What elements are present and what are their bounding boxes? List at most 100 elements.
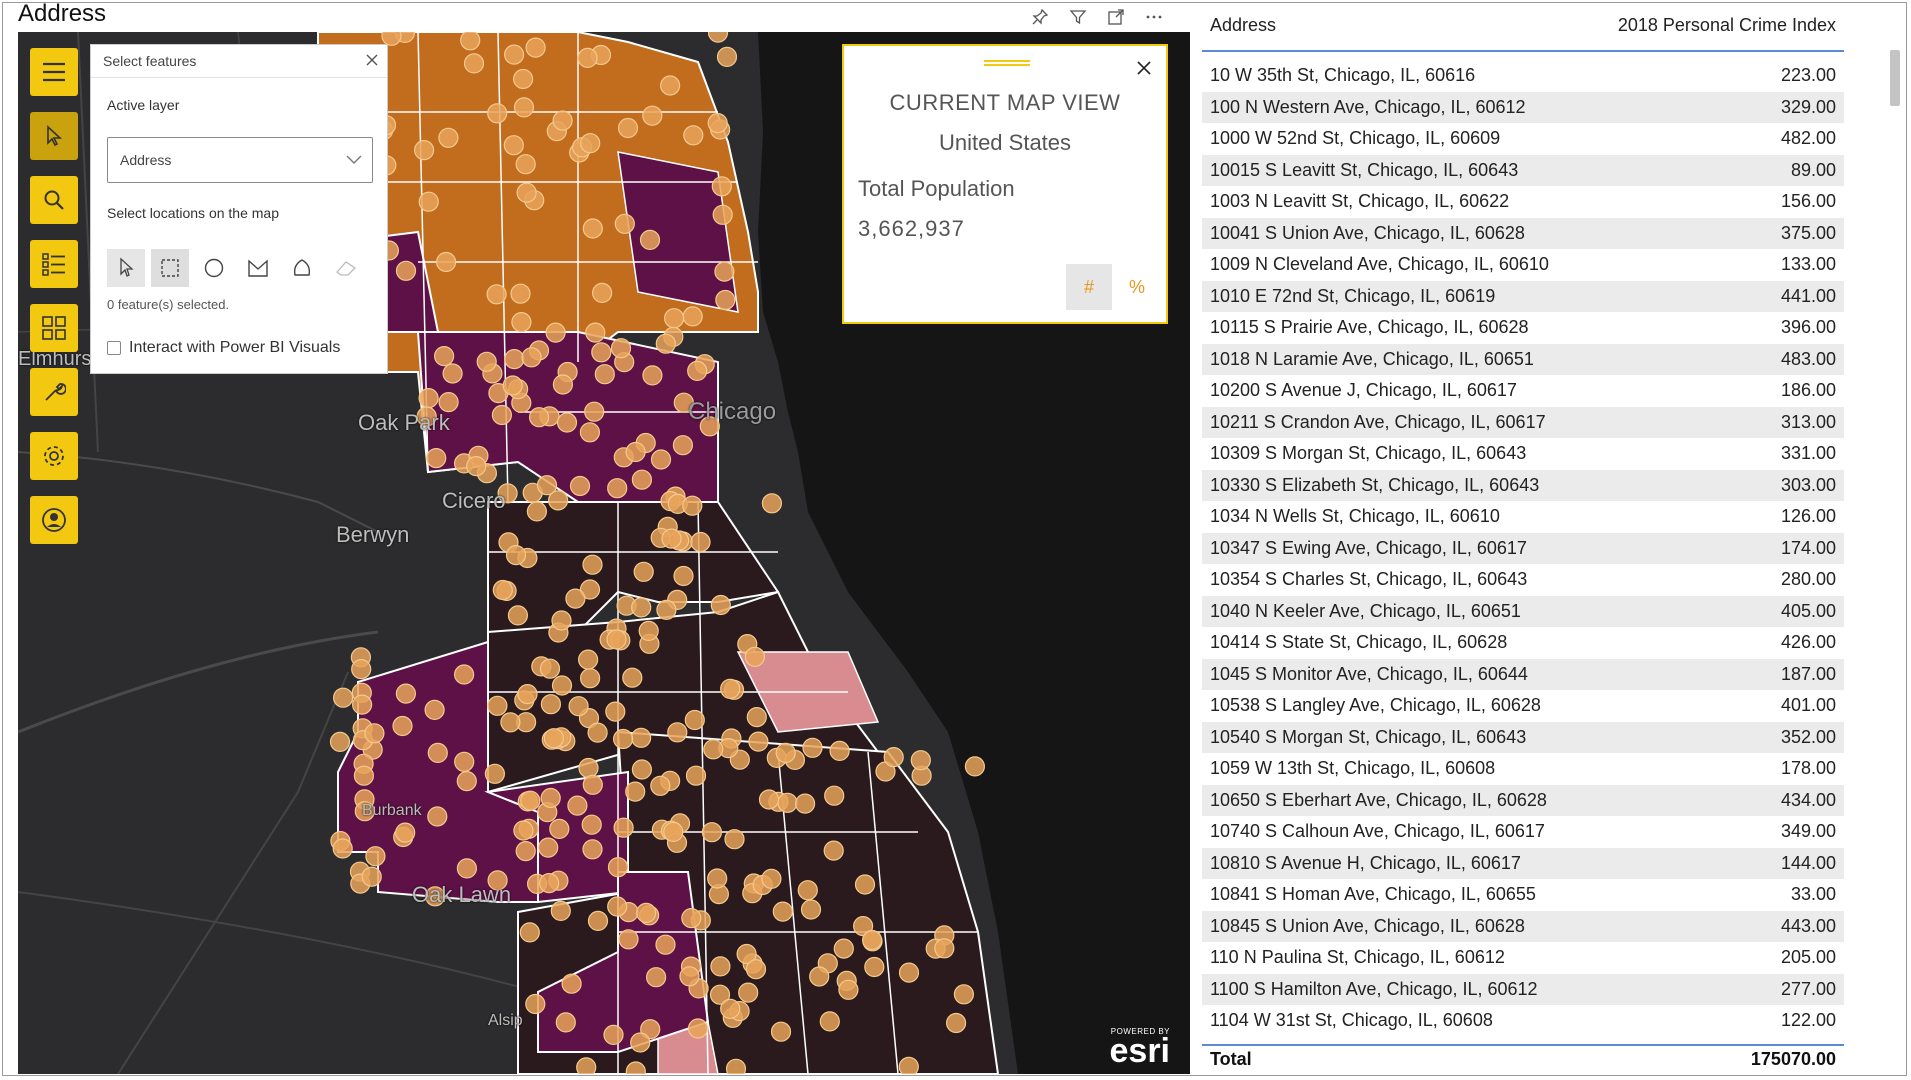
address-point[interactable] [829,740,850,762]
address-point[interactable] [716,46,738,67]
address-point[interactable] [684,709,705,731]
address-point[interactable] [898,1056,919,1074]
address-point[interactable] [497,483,518,504]
table-row[interactable]: 10538 S Langley Ave, Chicago, IL, 60628 4… [1202,690,1844,722]
address-point[interactable] [777,792,798,813]
address-point[interactable] [683,125,704,146]
address-point[interactable] [631,469,653,490]
address-point[interactable] [673,392,694,413]
address-point[interactable] [525,993,546,1015]
address-point[interactable] [427,742,448,764]
address-point[interactable] [758,789,780,810]
address-point[interactable] [507,605,528,626]
address-point[interactable] [543,728,565,749]
address-point[interactable] [361,866,382,887]
pin-icon[interactable] [1029,6,1051,28]
address-point[interactable] [519,922,540,943]
address-point[interactable] [770,1021,792,1042]
address-point[interactable] [606,629,627,650]
address-point[interactable] [861,929,883,951]
address-point[interactable] [661,528,682,549]
close-icon[interactable] [1132,56,1156,80]
address-point[interactable] [551,675,573,696]
table-row[interactable]: 1104 W 31st St, Chicago, IL, 60608 122.00 [1202,1005,1844,1037]
address-point[interactable] [833,938,854,959]
address-point[interactable] [712,204,733,225]
address-point[interactable] [775,742,796,764]
table-row[interactable]: 10330 S Elizabeth St, Chicago, IL, 60643… [1202,469,1844,501]
address-point[interactable] [549,818,570,840]
address-point[interactable] [824,785,845,806]
address-point[interactable] [503,135,524,156]
address-point[interactable] [725,1058,747,1074]
address-point[interactable] [416,406,437,427]
address-point[interactable] [720,678,741,699]
address-point[interactable] [513,97,535,118]
address-point[interactable] [638,620,659,642]
address-point[interactable] [438,392,459,413]
address-point[interactable] [528,407,550,428]
address-point[interactable] [540,787,561,809]
address-point[interactable] [605,701,626,722]
address-point[interactable] [545,322,566,343]
address-point[interactable] [636,902,657,924]
address-point[interactable] [761,493,783,514]
address-point[interactable] [579,579,601,600]
table-row[interactable]: 10309 S Morgan St, Chicago, IL, 60643 331… [1202,438,1844,470]
address-point[interactable] [934,938,955,959]
address-point[interactable] [724,829,745,850]
address-point[interactable] [456,770,477,792]
map-canvas[interactable]: Elmhurst Oak Park Chicago Cicero Berwyn … [18,32,1190,1074]
address-point[interactable] [539,658,561,679]
address-point[interactable] [645,967,667,988]
address-point[interactable] [823,840,844,861]
address-point[interactable] [538,872,560,894]
table-row[interactable]: 10810 S Avenue H, Chicago, IL, 60617 144.… [1202,847,1844,879]
address-point[interactable] [614,213,635,234]
address-point[interactable] [538,837,559,858]
address-point[interactable] [442,363,463,384]
address-point[interactable] [655,934,676,955]
search-icon[interactable] [30,176,78,224]
address-point[interactable] [454,751,475,772]
address-point[interactable] [487,695,508,716]
address-point[interactable] [639,229,661,250]
table-row[interactable]: 1010 E 72nd St, Chicago, IL, 60619 441.00 [1202,280,1844,312]
polygon-select-icon[interactable] [239,249,277,287]
address-point[interactable] [579,422,601,443]
address-point[interactable] [854,874,876,895]
address-point[interactable] [561,973,582,994]
address-point[interactable] [618,929,639,950]
address-point[interactable] [630,727,652,748]
address-point[interactable] [454,664,475,685]
address-point[interactable] [738,982,759,1003]
address-point[interactable] [551,610,572,631]
address-point[interactable] [883,746,904,768]
address-point[interactable] [711,176,732,197]
percent-toggle-button[interactable]: % [1128,276,1145,297]
active-layer-select[interactable]: Address [107,137,373,183]
address-point[interactable] [427,806,448,827]
table-row[interactable]: 10015 S Leavitt St, Chicago, IL, 60643 89… [1202,154,1844,186]
table-row[interactable]: 10200 S Avenue J, Chicago, IL, 60617 186.… [1202,375,1844,407]
address-point[interactable] [794,793,816,814]
address-point[interactable] [631,597,652,618]
address-point[interactable] [332,838,353,859]
address-point[interactable] [748,731,769,752]
address-point[interactable] [591,282,613,303]
menu-icon[interactable] [30,48,78,96]
address-point[interactable] [797,880,818,901]
address-point[interactable] [631,759,653,780]
address-point[interactable] [650,775,671,796]
address-point[interactable] [613,817,634,838]
address-point[interactable] [424,699,445,721]
address-point[interactable] [568,696,589,717]
address-point[interactable] [569,475,591,497]
address-point[interactable] [550,900,571,922]
address-point[interactable] [505,544,527,566]
address-point[interactable] [414,139,435,161]
table-row[interactable]: 1000 W 52nd St, Chicago, IL, 60609 482.00 [1202,123,1844,155]
address-point[interactable] [395,822,416,843]
address-point[interactable] [682,495,703,516]
address-point[interactable] [329,731,351,753]
